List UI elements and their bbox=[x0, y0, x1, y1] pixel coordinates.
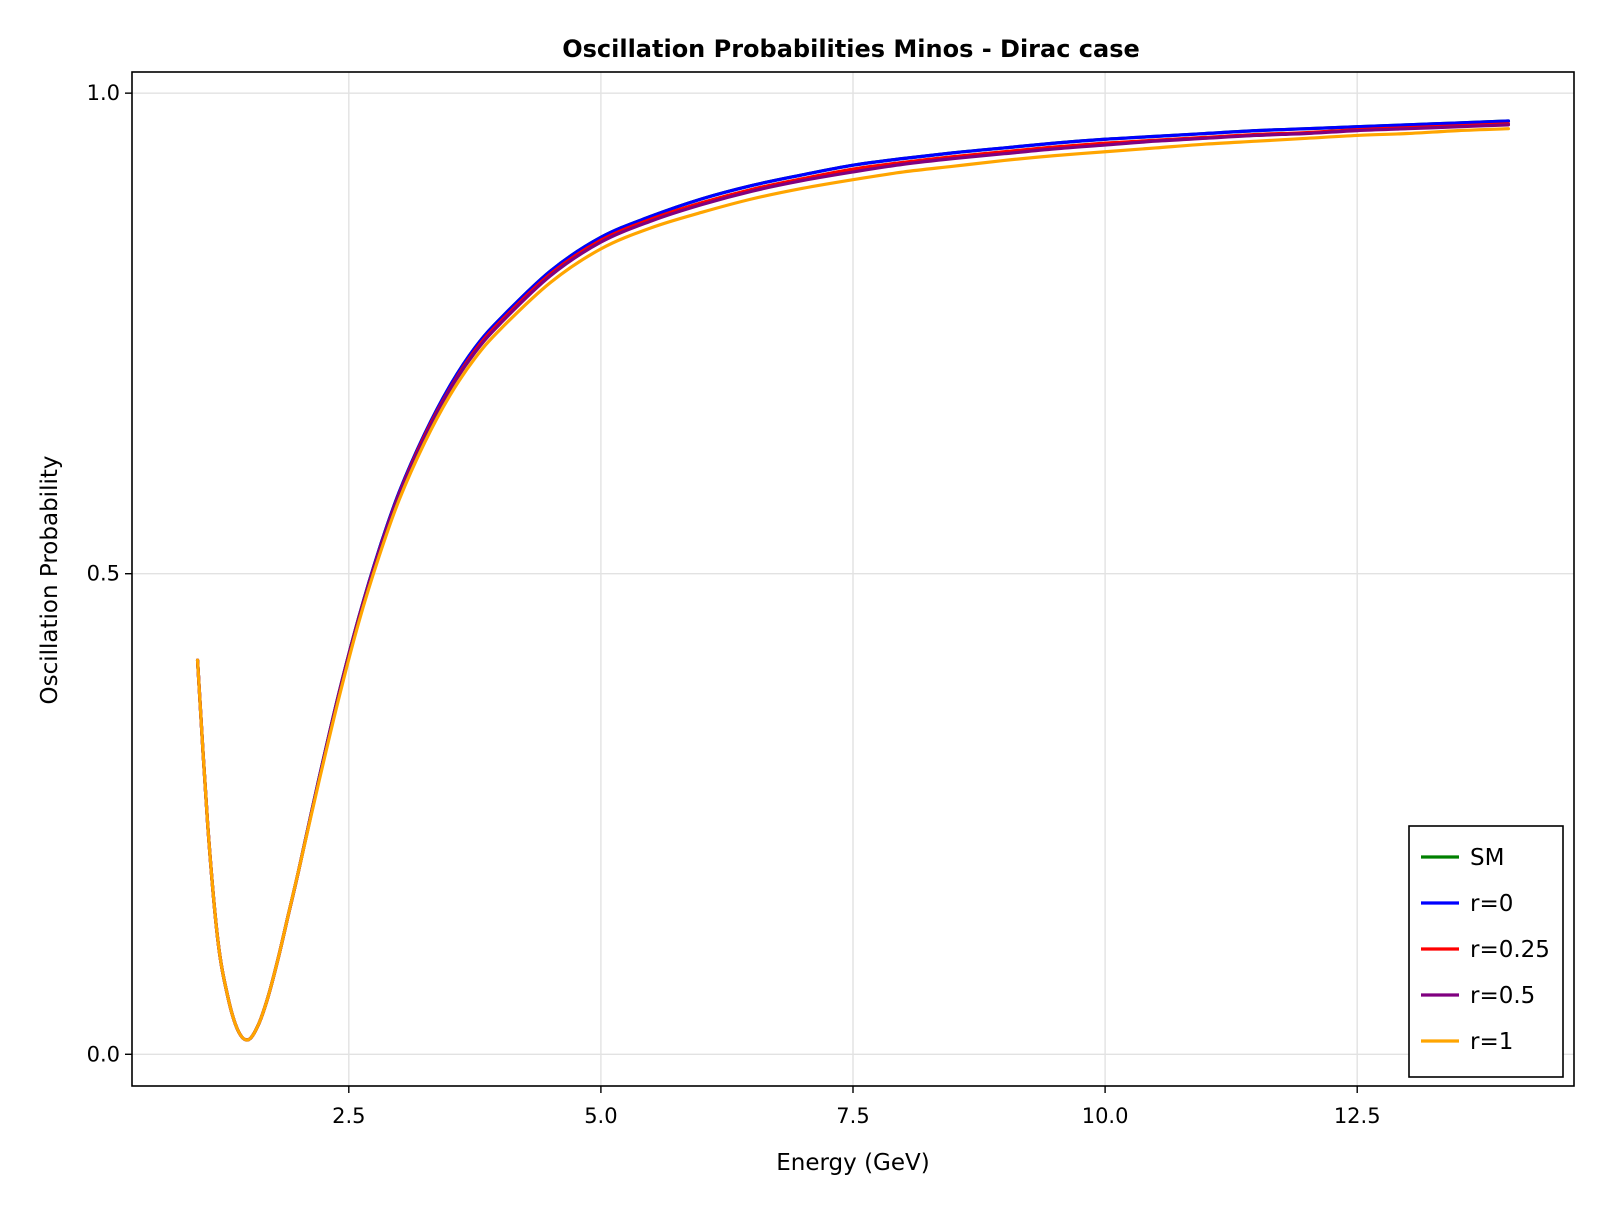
legend: SM r=0 r=0.25 r=0.5 r=1 bbox=[1408, 825, 1564, 1078]
x-tick-label: 5.0 bbox=[584, 1104, 617, 1128]
series-line-5 bbox=[195, 127, 1511, 1042]
chart-title: Oscillation Probabilities Minos - Dirac … bbox=[562, 35, 1140, 63]
x-tick-label: 7.5 bbox=[836, 1104, 869, 1128]
legend-label: r=0.5 bbox=[1470, 983, 1535, 1009]
grid-lines bbox=[132, 72, 1574, 1086]
legend-label: r=1 bbox=[1470, 1029, 1513, 1055]
legend-box bbox=[1408, 825, 1564, 1078]
legend-label: r=0.25 bbox=[1470, 937, 1550, 963]
x-axis-label: Energy (GeV) bbox=[776, 1150, 930, 1176]
x-tick-label: 12.5 bbox=[1334, 1104, 1381, 1128]
legend-label: r=0 bbox=[1470, 891, 1513, 917]
y-axis-label: Oscillation Probability bbox=[37, 456, 63, 705]
series-lines bbox=[195, 119, 1511, 1042]
legend-label: SM bbox=[1470, 845, 1504, 871]
axis-ticks: 2.5 5.0 7.5 10.0 12.5 0.0 0.5 1.0 bbox=[87, 81, 1381, 1128]
y-tick-label: 0.5 bbox=[87, 562, 120, 586]
y-tick-label: 1.0 bbox=[87, 81, 120, 105]
y-tick-label: 0.0 bbox=[87, 1042, 120, 1066]
x-tick-label: 2.5 bbox=[332, 1104, 365, 1128]
x-tick-label: 10.0 bbox=[1082, 1104, 1129, 1128]
